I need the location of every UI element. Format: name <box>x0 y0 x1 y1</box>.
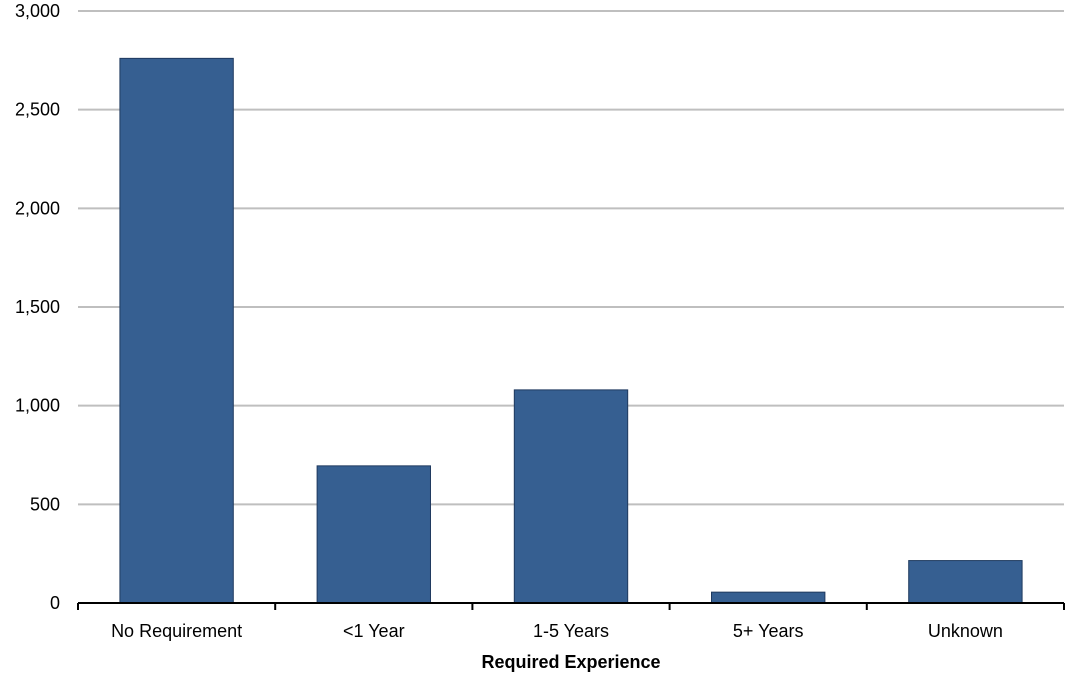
x-tick-label: <1 Year <box>343 621 405 641</box>
axes <box>77 602 1065 610</box>
bar <box>119 57 234 604</box>
x-tick-label: No Requirement <box>111 621 242 641</box>
y-tick-label: 1,500 <box>15 297 60 317</box>
y-tick-label: 500 <box>30 494 60 514</box>
x-tick-label: 1-5 Years <box>533 621 609 641</box>
y-tick-label: 2,000 <box>15 198 60 218</box>
bar <box>908 560 1023 604</box>
y-tick-labels: 0 500 1,000 1,500 2,000 2,500 3,000 <box>15 1 60 613</box>
bar <box>711 591 826 604</box>
x-tick-labels: No Requirement <1 Year 1-5 Years 5+ Years Un… <box>111 621 1003 641</box>
y-tick-label: 0 <box>50 593 60 613</box>
bar <box>513 389 629 604</box>
bars <box>119 57 1023 604</box>
y-tick-label: 2,500 <box>15 100 60 120</box>
gridlines <box>78 10 1064 506</box>
y-tick-label: 3,000 <box>15 1 60 21</box>
bar <box>316 465 431 604</box>
y-tick-label: 1,000 <box>15 396 60 416</box>
x-tick-label: Unknown <box>928 621 1003 641</box>
x-axis-title: Required Experience <box>481 652 660 672</box>
x-tick-label: 5+ Years <box>733 621 804 641</box>
